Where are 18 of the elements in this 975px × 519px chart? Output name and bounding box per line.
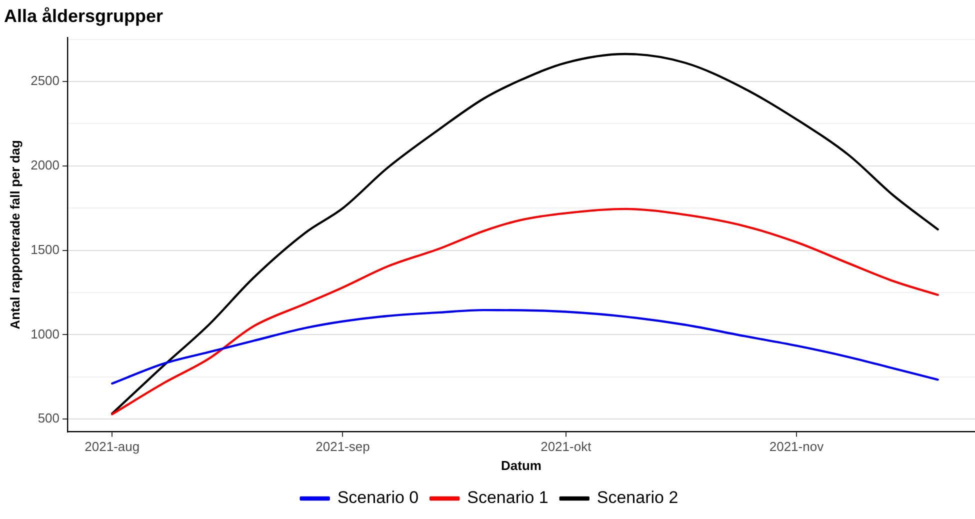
y-tick-label: 500 xyxy=(38,410,60,426)
y-axis-title: Antal rapporterade fall per dag xyxy=(7,140,22,330)
y-tick-label: 1000 xyxy=(30,326,60,342)
x-axis-title: Datum xyxy=(501,458,542,473)
y-tick-label: 2000 xyxy=(30,157,60,172)
line-series xyxy=(111,52,939,415)
legend-label: Scenario 2 xyxy=(596,488,678,508)
legend-label: Scenario 0 xyxy=(337,488,419,508)
line-series xyxy=(111,308,939,385)
line-series xyxy=(111,208,939,416)
x-tick-label: 2021-nov xyxy=(769,439,824,454)
chart-title: Alla åldersgrupper xyxy=(4,6,164,26)
legend-label: Scenario 1 xyxy=(467,488,548,508)
x-tick-label: 2021-sep xyxy=(316,439,370,454)
y-tick-label: 1500 xyxy=(30,242,60,257)
x-tick-label: 2021-aug xyxy=(84,439,140,454)
y-tick-label: 2500 xyxy=(30,73,60,88)
x-tick-label: 2021-okt xyxy=(540,439,592,454)
